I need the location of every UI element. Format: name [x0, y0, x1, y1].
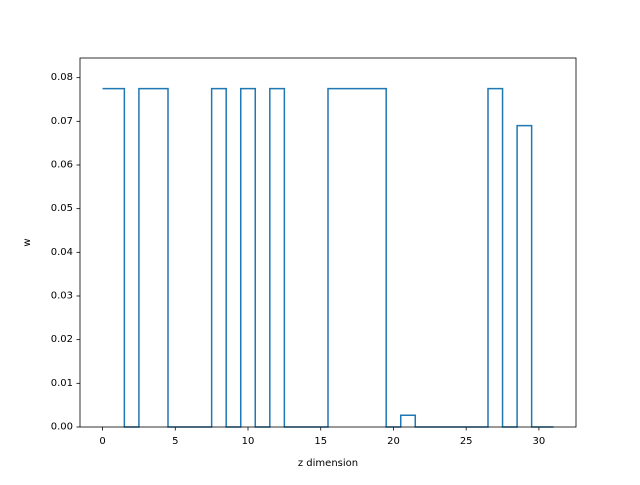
x-axis-ticks: 0 5 10 15 20 25 30 — [99, 427, 545, 447]
x-tick-label: 20 — [387, 436, 400, 447]
y-axis-label: w — [22, 238, 33, 246]
x-axis-label: z dimension — [298, 458, 358, 469]
y-tick-label: 0.01 — [51, 378, 73, 389]
x-tick-label: 0 — [99, 436, 105, 447]
y-tick-label: 0.06 — [51, 159, 73, 170]
x-tick-label: 25 — [460, 436, 473, 447]
y-tick-label: 0.08 — [51, 72, 73, 83]
y-tick-label: 0.07 — [51, 116, 73, 127]
y-tick-label: 0.03 — [51, 290, 73, 301]
x-tick-label: 5 — [172, 436, 178, 447]
series-line — [102, 87, 554, 428]
y-tick-label: 0.05 — [51, 203, 73, 214]
x-tick-label: 30 — [533, 436, 546, 447]
axes-frame — [79, 57, 577, 428]
y-axis-ticks: 0.00 0.01 0.02 0.03 0.04 0.05 0.06 0.07 0.08 — [51, 72, 80, 433]
y-tick-label: 0.00 — [51, 422, 73, 433]
y-tick-label: 0.02 — [51, 334, 73, 345]
series-layer — [102, 87, 554, 428]
x-tick-label: 15 — [314, 436, 327, 447]
x-tick-label: 10 — [242, 436, 255, 447]
y-tick-label: 0.04 — [51, 247, 73, 258]
